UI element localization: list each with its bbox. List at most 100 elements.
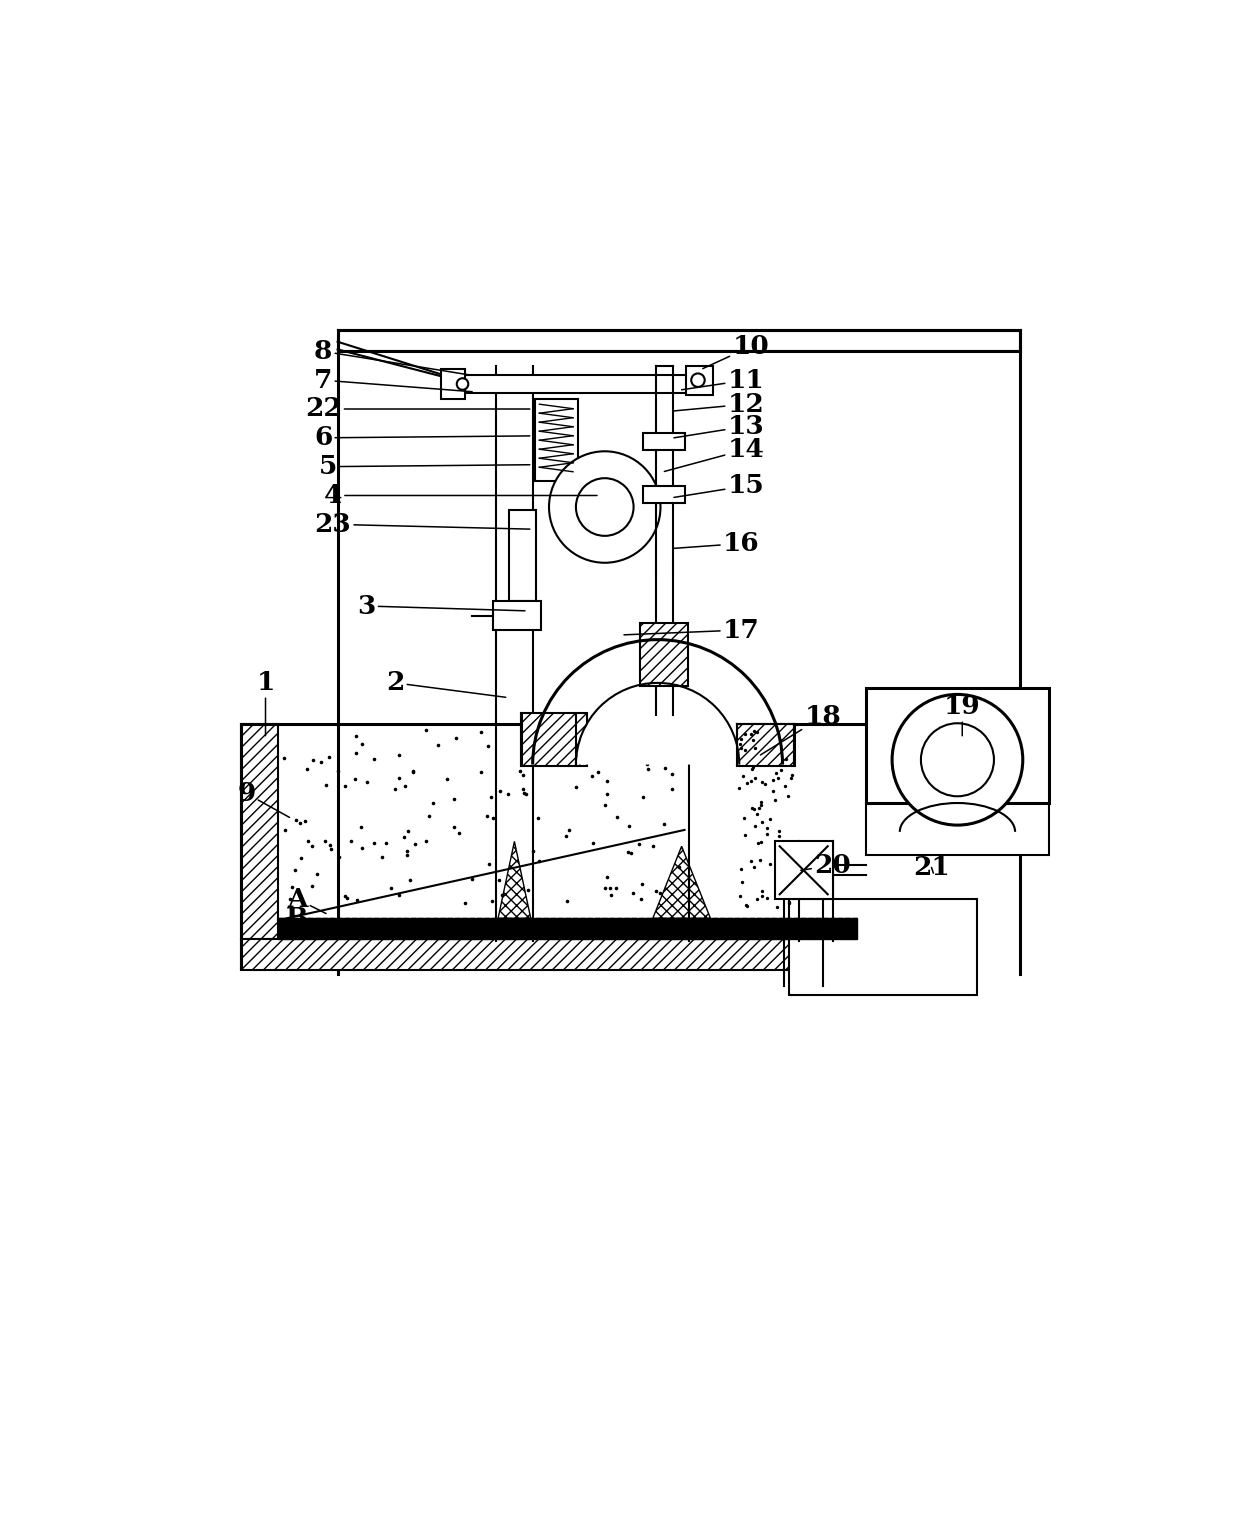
Bar <box>508 510 536 601</box>
Point <box>463 868 482 892</box>
Point <box>335 884 355 908</box>
Bar <box>453 375 699 392</box>
Point <box>732 736 751 760</box>
Point <box>584 737 604 762</box>
Point <box>394 825 414 849</box>
Point <box>730 727 750 751</box>
Point <box>745 813 765 837</box>
Point <box>621 842 641 866</box>
Bar <box>242 940 858 970</box>
Point <box>632 872 652 896</box>
Bar <box>337 330 1019 351</box>
Point <box>311 749 331 774</box>
Bar <box>644 433 686 450</box>
Point <box>619 840 639 864</box>
Point <box>295 808 315 833</box>
Point <box>750 848 770 872</box>
Circle shape <box>921 724 994 796</box>
Point <box>290 810 310 834</box>
Point <box>527 719 547 743</box>
Point <box>639 757 658 781</box>
Point <box>749 831 769 855</box>
Text: B: B <box>286 905 311 933</box>
Point <box>446 727 466 751</box>
Point <box>365 831 384 855</box>
Point <box>758 886 777 910</box>
Point <box>743 757 763 781</box>
Text: 17: 17 <box>624 618 760 642</box>
Point <box>608 805 627 830</box>
Point <box>513 781 533 805</box>
Point <box>733 871 753 895</box>
Point <box>444 816 464 840</box>
Point <box>588 760 608 784</box>
Point <box>557 824 577 848</box>
Point <box>769 824 789 848</box>
Point <box>471 719 491 743</box>
Point <box>770 728 790 752</box>
Text: 9: 9 <box>237 781 290 818</box>
Bar <box>775 842 832 899</box>
Point <box>538 748 558 772</box>
Text: 11: 11 <box>682 368 764 392</box>
Circle shape <box>892 695 1023 825</box>
Point <box>748 802 768 827</box>
Text: A: A <box>286 887 326 913</box>
Point <box>498 781 518 805</box>
Point <box>403 759 423 783</box>
Point <box>405 833 425 857</box>
Point <box>598 864 618 889</box>
Point <box>346 724 366 748</box>
Point <box>298 757 317 781</box>
Point <box>547 724 567 748</box>
Point <box>397 843 417 868</box>
Point <box>337 886 357 910</box>
Point <box>598 783 618 807</box>
Point <box>303 748 322 772</box>
Point <box>479 851 498 875</box>
Point <box>347 887 367 911</box>
Point <box>283 875 303 899</box>
Bar <box>789 899 977 995</box>
Point <box>620 815 640 839</box>
Point <box>280 887 300 911</box>
Point <box>737 771 756 795</box>
Point <box>444 786 464 810</box>
Point <box>438 766 458 790</box>
Point <box>274 745 294 769</box>
Point <box>528 805 548 830</box>
Point <box>661 733 681 757</box>
Point <box>760 807 780 831</box>
Text: 13: 13 <box>675 413 764 439</box>
Circle shape <box>691 374 704 388</box>
Point <box>775 864 795 889</box>
Point <box>743 728 763 752</box>
Point <box>285 857 305 881</box>
Point <box>779 890 799 914</box>
Point <box>275 818 295 842</box>
Point <box>775 774 795 798</box>
Point <box>335 774 355 798</box>
Point <box>518 878 538 902</box>
Bar <box>494 601 542 630</box>
Point <box>583 830 603 854</box>
Bar <box>866 687 1049 802</box>
Point <box>766 872 786 896</box>
Point <box>760 852 780 877</box>
Point <box>341 828 361 852</box>
Point <box>315 828 335 852</box>
Point <box>745 736 765 760</box>
Point <box>415 828 435 852</box>
Point <box>600 875 620 899</box>
Point <box>419 804 439 828</box>
Point <box>744 796 764 821</box>
Point <box>303 874 322 898</box>
Point <box>290 846 310 871</box>
Point <box>471 760 491 784</box>
Text: 16: 16 <box>675 531 760 556</box>
Point <box>352 836 372 860</box>
Point <box>755 772 775 796</box>
Point <box>751 790 771 815</box>
Point <box>401 868 420 892</box>
Point <box>768 880 787 904</box>
